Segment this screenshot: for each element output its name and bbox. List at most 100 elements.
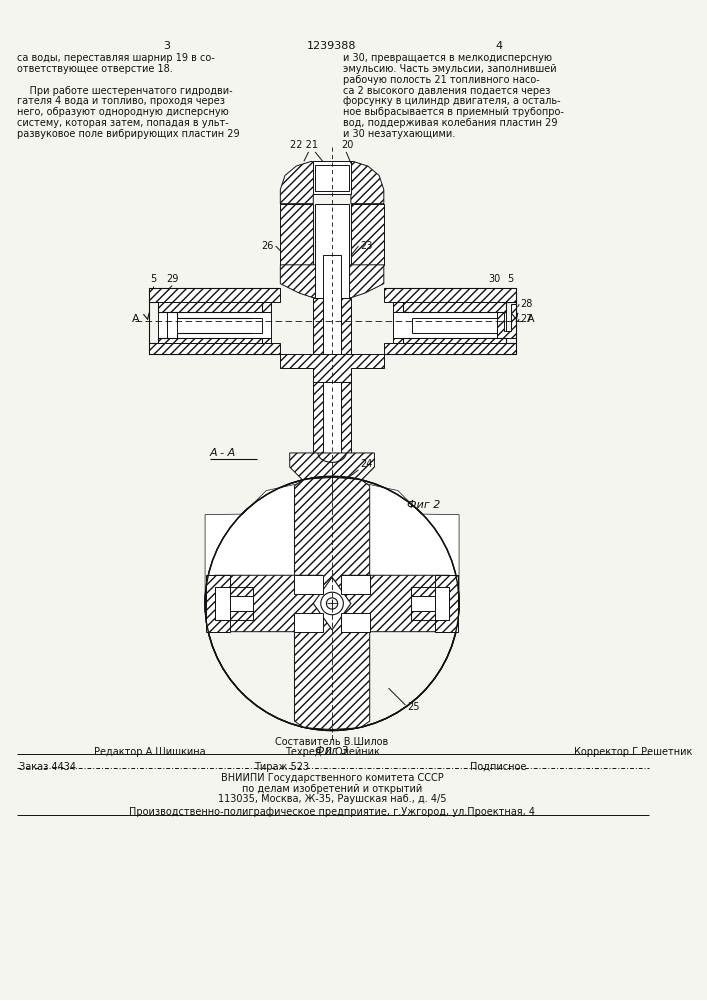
Polygon shape bbox=[435, 575, 458, 632]
Polygon shape bbox=[411, 611, 435, 620]
Polygon shape bbox=[281, 354, 384, 382]
Text: рабочую полость 21 топливного насо-: рабочую полость 21 топливного насо- bbox=[344, 75, 540, 85]
Polygon shape bbox=[351, 204, 384, 265]
Text: 23: 23 bbox=[361, 241, 373, 251]
Text: са воды, переставляя шарнир 19 в со-: са воды, переставляя шарнир 19 в со- bbox=[17, 53, 215, 63]
Polygon shape bbox=[230, 611, 253, 620]
Polygon shape bbox=[294, 575, 322, 594]
Bar bbox=[158, 312, 168, 338]
Text: 1239388: 1239388 bbox=[308, 41, 357, 51]
Text: Фиг 3: Фиг 3 bbox=[315, 746, 349, 756]
Bar bbox=[322, 255, 341, 453]
Text: вод, поддерживая колебания пластин 29: вод, поддерживая колебания пластин 29 bbox=[344, 118, 558, 128]
Polygon shape bbox=[206, 575, 322, 632]
Bar bbox=[393, 312, 506, 338]
Bar bbox=[341, 575, 370, 594]
Text: ное выбрасывается в приемный трубопро-: ное выбрасывается в приемный трубопро- bbox=[344, 107, 564, 117]
Text: 25: 25 bbox=[407, 702, 420, 712]
Polygon shape bbox=[313, 298, 322, 453]
Circle shape bbox=[327, 598, 338, 609]
Polygon shape bbox=[341, 575, 370, 594]
Polygon shape bbox=[281, 204, 313, 265]
Text: 5: 5 bbox=[150, 274, 156, 284]
Text: 30: 30 bbox=[489, 274, 501, 284]
Text: 28: 28 bbox=[520, 299, 532, 309]
Polygon shape bbox=[313, 382, 351, 453]
Text: Производственно-полиграфическое предприятие, г.Ужгород, ул.Проектная, 4: Производственно-полиграфическое предприя… bbox=[129, 807, 535, 817]
Text: Подписное: Подписное bbox=[470, 762, 527, 772]
Text: форсунку в цилиндр двигателя, а осталь-: форсунку в цилиндр двигателя, а осталь- bbox=[344, 96, 561, 106]
Text: 26: 26 bbox=[262, 241, 274, 251]
Text: ответствующее отверстие 18.: ответствующее отверстие 18. bbox=[17, 64, 173, 74]
Polygon shape bbox=[158, 302, 271, 312]
Text: Заказ 4434: Заказ 4434 bbox=[19, 762, 76, 772]
Text: и 30, превращается в мелкодисперсную: и 30, превращается в мелкодисперсную bbox=[344, 53, 552, 63]
Text: А: А bbox=[132, 314, 139, 324]
Text: эмульсию. Часть эмульсии, заполнившей: эмульсию. Часть эмульсии, заполнившей bbox=[344, 64, 557, 74]
Text: При работе шестеренчатого гидродви-: При работе шестеренчатого гидродви- bbox=[17, 86, 233, 96]
Bar bbox=[216, 587, 230, 620]
Polygon shape bbox=[497, 304, 515, 338]
Polygon shape bbox=[294, 613, 370, 730]
Bar bbox=[177, 318, 262, 333]
Text: 22 21: 22 21 bbox=[290, 140, 318, 150]
Text: и 30 незатухающими.: и 30 незатухающими. bbox=[344, 129, 455, 139]
Polygon shape bbox=[341, 298, 351, 453]
Polygon shape bbox=[384, 288, 515, 302]
Polygon shape bbox=[158, 338, 271, 343]
Polygon shape bbox=[148, 343, 281, 354]
Text: А: А bbox=[527, 314, 534, 324]
Text: са 2 высокого давления подается через: са 2 высокого давления подается через bbox=[344, 86, 551, 96]
Circle shape bbox=[321, 592, 344, 615]
Polygon shape bbox=[290, 453, 375, 491]
Bar bbox=[168, 312, 271, 338]
Polygon shape bbox=[393, 302, 506, 312]
Polygon shape bbox=[384, 343, 515, 354]
Text: 24: 24 bbox=[361, 459, 373, 469]
Text: 29: 29 bbox=[166, 274, 178, 284]
Text: 113035, Москва, Ж-35, Раушская наб., д. 4/5: 113035, Москва, Ж-35, Раушская наб., д. … bbox=[218, 794, 446, 804]
Polygon shape bbox=[411, 587, 435, 596]
Text: А - А: А - А bbox=[210, 448, 236, 458]
Text: 5: 5 bbox=[508, 274, 514, 284]
Bar bbox=[341, 613, 370, 632]
Polygon shape bbox=[332, 161, 384, 204]
Text: 20: 20 bbox=[341, 140, 354, 150]
Text: ВНИИПИ Государственного комитета СССР: ВНИИПИ Государственного комитета СССР bbox=[221, 773, 443, 783]
Polygon shape bbox=[281, 265, 384, 298]
Text: Редактор А.Шишкина: Редактор А.Шишкина bbox=[94, 747, 206, 757]
Text: 4: 4 bbox=[495, 41, 502, 51]
Polygon shape bbox=[230, 587, 253, 596]
Text: Тираж 523: Тираж 523 bbox=[254, 762, 309, 772]
Text: Корректор Г.Решетник: Корректор Г.Решетник bbox=[574, 747, 692, 757]
Bar bbox=[322, 382, 341, 453]
Circle shape bbox=[205, 476, 459, 730]
Polygon shape bbox=[148, 288, 281, 302]
Bar bbox=[435, 587, 449, 620]
Polygon shape bbox=[393, 338, 506, 343]
Text: 27: 27 bbox=[520, 314, 532, 324]
Bar bbox=[294, 613, 322, 632]
Bar bbox=[411, 596, 435, 611]
Text: гателя 4 вода и топливо, проходя через: гателя 4 вода и топливо, проходя через bbox=[17, 96, 225, 106]
Polygon shape bbox=[313, 577, 351, 630]
Polygon shape bbox=[341, 575, 458, 632]
Text: Фиг 2: Фиг 2 bbox=[407, 500, 440, 510]
Bar bbox=[294, 575, 322, 594]
Polygon shape bbox=[205, 476, 459, 603]
Text: развуковое поле вибрирующих пластин 29: развуковое поле вибрирующих пластин 29 bbox=[17, 129, 240, 139]
Polygon shape bbox=[206, 575, 230, 632]
Bar bbox=[230, 596, 253, 611]
Bar bbox=[313, 161, 351, 194]
Text: по делам изобретений и открытий: по делам изобретений и открытий bbox=[242, 784, 422, 794]
Bar bbox=[315, 165, 349, 191]
Polygon shape bbox=[294, 477, 370, 594]
Bar bbox=[412, 318, 497, 333]
Text: него, образуют однородную дисперсную: него, образуют однородную дисперсную bbox=[17, 107, 228, 117]
Polygon shape bbox=[281, 161, 332, 204]
Text: Техред Л.Олейник: Техред Л.Олейник bbox=[285, 747, 380, 757]
Bar bbox=[315, 204, 349, 298]
Text: 3: 3 bbox=[163, 41, 170, 51]
Text: систему, которая затем, попадая в ульт-: систему, которая затем, попадая в ульт- bbox=[17, 118, 228, 128]
Text: Составитель В.Шилов: Составитель В.Шилов bbox=[276, 737, 389, 747]
